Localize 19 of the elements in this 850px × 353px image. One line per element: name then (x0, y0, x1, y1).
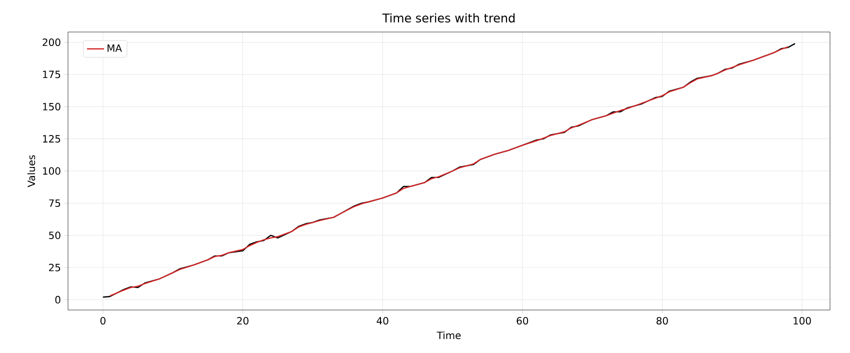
legend-label: MA (108, 44, 122, 52)
y-tick-label: 125 (43, 135, 60, 143)
y-tick-label: 100 (43, 167, 60, 175)
y-tick-label: 50 (49, 232, 60, 240)
chart-title: Time series with trend (382, 13, 515, 23)
y-tick-label: 0 (55, 296, 60, 304)
x-tick-label: 80 (656, 317, 668, 325)
x-tick-label: 40 (376, 317, 388, 325)
y-tick-label: 200 (42, 38, 60, 46)
x-tick-label: 0 (100, 317, 106, 325)
y-tick-label: 175 (43, 70, 60, 78)
x-tick-label: 20 (237, 317, 248, 325)
x-tick-label: 60 (516, 317, 528, 325)
x-axis-title: Time (436, 331, 461, 340)
y-axis-title: Values (27, 155, 36, 188)
y-tick-label: 150 (43, 102, 60, 110)
x-tick-label: 100 (794, 317, 811, 325)
y-tick-label: 75 (49, 199, 60, 207)
y-tick-label: 25 (49, 264, 60, 272)
